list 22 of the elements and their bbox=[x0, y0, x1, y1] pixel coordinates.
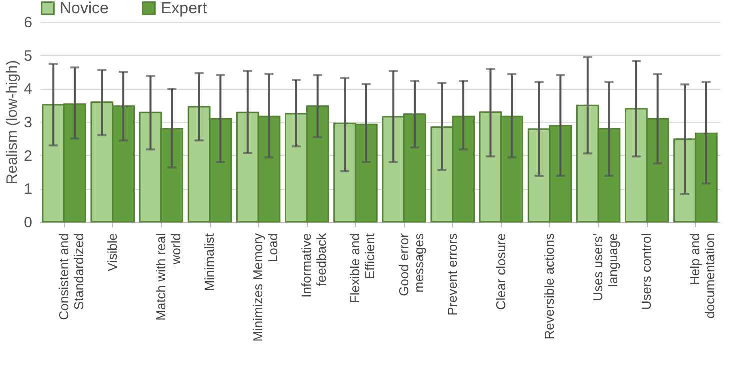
y-tick-label: 6 bbox=[24, 14, 32, 32]
y-tick-label: 4 bbox=[24, 81, 32, 98]
legend-label: Expert bbox=[161, 0, 208, 18]
x-tick-label: Minimizes Memory Load bbox=[250, 233, 281, 342]
y-tick-label: 3 bbox=[24, 114, 32, 132]
x-tick-label: Match with real world bbox=[153, 233, 184, 321]
y-tick-label: 0 bbox=[24, 214, 32, 232]
y-tick-label: 5 bbox=[24, 48, 32, 65]
x-tick-label: Uses users’ language bbox=[590, 233, 621, 302]
x-tick-label: Clear closure bbox=[493, 234, 508, 310]
x-tick-label: Good error messages bbox=[396, 232, 426, 296]
x-tick-label: Minimalist bbox=[202, 233, 217, 292]
y-axis-title: Realism (low-high) bbox=[4, 60, 22, 185]
x-tick-label: Consistent and Standardized bbox=[56, 234, 86, 320]
x-tick-label: Informative feedback bbox=[299, 233, 330, 298]
x-tick-label: Visible bbox=[104, 234, 120, 272]
x-tick-label: Reversible actions bbox=[542, 233, 557, 340]
y-tick-label: 2 bbox=[24, 148, 32, 165]
x-tick-label: Prevent errors bbox=[444, 233, 460, 316]
x-tick-label: Users control bbox=[639, 233, 654, 310]
y-tick-label: 1 bbox=[24, 181, 32, 198]
legend-label: Novice bbox=[60, 0, 110, 18]
